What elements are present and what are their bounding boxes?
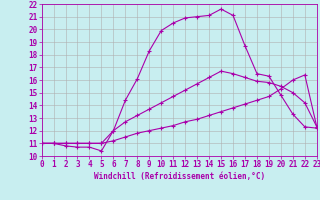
X-axis label: Windchill (Refroidissement éolien,°C): Windchill (Refroidissement éolien,°C) bbox=[94, 172, 265, 181]
